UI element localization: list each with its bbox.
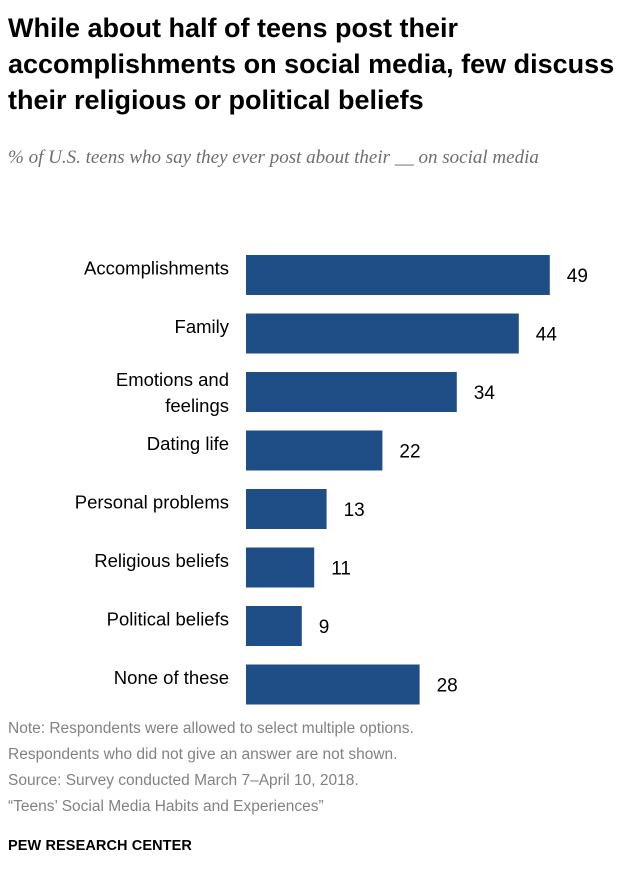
bar (246, 664, 420, 705)
value-label: 22 (399, 442, 420, 463)
value-label: 11 (331, 559, 351, 580)
source-line: Source: Survey conducted March 7–April 1… (8, 772, 359, 789)
category-label: Accomplishments (84, 258, 229, 279)
note-line: Note: Respondents were allowed to select… (8, 720, 414, 737)
chart-notes: Note: Respondents were allowed to select… (8, 716, 628, 820)
bar (246, 547, 315, 588)
value-label: 44 (536, 325, 558, 346)
chart-subtitle: % of U.S. teens who say they ever post a… (8, 147, 539, 168)
bar (246, 255, 550, 295)
value-label: 13 (344, 500, 365, 521)
category-label: Religious beliefs (94, 550, 229, 571)
category-label: Family (175, 316, 230, 337)
bar (246, 372, 457, 412)
value-label: 28 (437, 676, 458, 697)
chart-title: While about half of teens post their acc… (8, 13, 615, 115)
category-label: Dating life (147, 433, 229, 454)
value-label: 49 (567, 266, 588, 287)
category-label: Political beliefs (107, 609, 229, 630)
value-label: 34 (474, 383, 496, 404)
note-line: Respondents who did not give an answer a… (8, 746, 398, 763)
bar (246, 313, 519, 354)
source-line: “Teens’ Social Media Habits and Experien… (8, 798, 324, 815)
bar-chart: Accomplishments 49 Family 44 Emotions and fee… (75, 255, 588, 705)
category-label: Emotions and feelings (116, 369, 229, 416)
bar (246, 606, 302, 646)
brand-label: PEW RESEARCH CENTER (8, 838, 192, 854)
category-label: Personal problems (75, 492, 229, 513)
category-label: None of these (114, 667, 229, 688)
bar (246, 489, 327, 529)
bar (246, 430, 383, 471)
value-label: 9 (319, 617, 330, 638)
